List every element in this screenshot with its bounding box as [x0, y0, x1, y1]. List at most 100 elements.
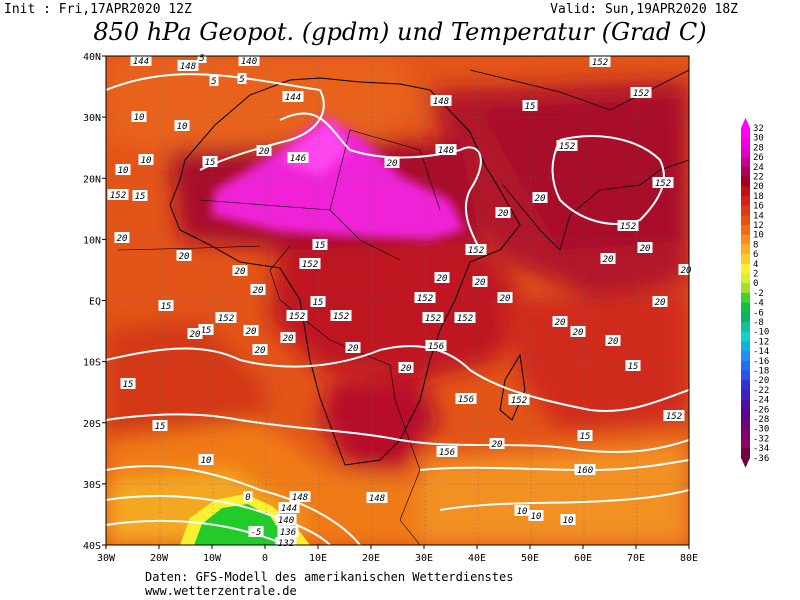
svg-text:140: 140 [278, 516, 294, 526]
temperature-label: 20 [114, 232, 130, 244]
legend-swatch [741, 399, 750, 410]
temperature-label: 20 [250, 284, 266, 296]
temperature-label: 20 [637, 242, 653, 254]
svg-text:144: 144 [285, 93, 301, 103]
svg-text:15: 15 [315, 241, 326, 251]
temperature-label: 20 [600, 253, 616, 265]
legend-swatch [741, 186, 750, 197]
geopotential-label: 152 [299, 258, 321, 270]
init-time: Init : Fri,17APR2020 12Z [4, 2, 192, 17]
svg-text:20: 20 [190, 330, 201, 340]
legend-value: -20 [753, 376, 769, 386]
lat-label: 10S [83, 358, 101, 369]
geopotential-label: 140 [275, 514, 297, 526]
legend-swatch [741, 263, 750, 274]
temperature-label: -5 [248, 526, 264, 538]
temperature-label: 20 [489, 438, 505, 450]
temperature-field [106, 56, 689, 545]
temperature-label: 10 [174, 120, 190, 132]
legend-value: 24 [753, 163, 764, 173]
svg-text:20: 20 [603, 255, 614, 265]
svg-text:20: 20 [255, 346, 266, 356]
svg-text:152: 152 [425, 314, 441, 324]
geopotential-label: 160 [574, 464, 596, 476]
svg-text:10: 10 [531, 512, 542, 522]
lon-label: 70E [627, 553, 645, 564]
svg-text:15: 15 [313, 298, 324, 308]
geopotential-label: 156 [455, 393, 477, 405]
svg-text:5: 5 [199, 54, 204, 64]
legend-swatch [741, 205, 750, 216]
lon-label: 20W [150, 553, 169, 564]
legend-value: -30 [753, 425, 769, 435]
temperature-label: 20 [497, 292, 513, 304]
svg-text:15: 15 [123, 380, 134, 390]
legend-swatch [741, 341, 750, 352]
legend-value: -32 [753, 434, 769, 444]
svg-text:15: 15 [155, 422, 166, 432]
svg-text:15: 15 [525, 102, 536, 112]
svg-text:20: 20 [387, 159, 398, 169]
svg-text:146: 146 [290, 154, 306, 164]
temperature-label: 20 [652, 296, 668, 308]
legend-swatch [741, 225, 750, 236]
legend-swatch [741, 302, 750, 313]
chart-title: 850 hPa Geopot. (gpdm) und Temperatur (G… [93, 18, 707, 46]
legend-value: -12 [753, 337, 769, 347]
lon-label: 80E [680, 553, 698, 564]
temperature-label: 20 [252, 344, 268, 356]
geopotential-label: 152 [652, 177, 674, 189]
temperature-label: 10 [560, 514, 576, 526]
svg-text:15: 15 [205, 158, 216, 168]
geopotential-label: 152 [508, 394, 530, 406]
svg-text:152: 152 [302, 260, 318, 270]
svg-text:152: 152 [289, 312, 305, 322]
legend-swatch [741, 292, 750, 304]
lon-label: 0 [262, 553, 268, 564]
legend-swatch [741, 273, 750, 284]
temperature-label: 15 [577, 430, 593, 442]
svg-text:20: 20 [492, 440, 503, 450]
lon-label: 10E [309, 553, 327, 564]
svg-text:152: 152 [666, 412, 682, 422]
geopotential-label: 148 [177, 60, 199, 72]
svg-text:20: 20 [640, 244, 651, 254]
temperature-label: 20 [345, 342, 361, 354]
svg-text:20: 20 [179, 252, 190, 262]
legend-value: 30 [753, 134, 764, 144]
lat-label: 40N [83, 52, 101, 63]
geopotential-label: 152 [556, 140, 578, 152]
geopotential-label: 152 [422, 312, 444, 324]
svg-text:156: 156 [428, 342, 444, 352]
lat-label: 20S [83, 419, 101, 430]
svg-text:20: 20 [498, 209, 509, 219]
svg-text:152: 152 [655, 179, 671, 189]
legend-swatch [741, 234, 750, 245]
svg-text:136: 136 [280, 528, 296, 538]
geopotential-label: 132 [275, 537, 297, 549]
legend-value: -4 [753, 299, 764, 309]
legend-swatch [741, 370, 750, 381]
svg-text:20: 20 [348, 344, 359, 354]
legend-swatch [741, 322, 750, 333]
svg-text:148: 148 [438, 146, 454, 156]
svg-text:20: 20 [655, 298, 666, 308]
geopotential-label: 152 [414, 292, 436, 304]
temperature-label: 15 [198, 324, 214, 336]
svg-text:20: 20 [573, 328, 584, 338]
svg-text:20: 20 [253, 286, 264, 296]
svg-text:152: 152 [559, 142, 575, 152]
temperature-label: 10 [138, 154, 154, 166]
svg-text:152: 152 [511, 396, 527, 406]
legend-value: -6 [753, 308, 764, 318]
legend-swatch [741, 312, 750, 323]
legend-value: 18 [753, 192, 764, 202]
temperature-label: 20 [532, 192, 548, 204]
lat-label: 40S [83, 541, 101, 552]
svg-text:5: 5 [211, 77, 216, 87]
temperature-label: 0 [243, 491, 253, 503]
temperature-label: 20 [605, 335, 621, 347]
legend-swatch [741, 409, 750, 420]
temperature-label: 5 [197, 52, 207, 64]
